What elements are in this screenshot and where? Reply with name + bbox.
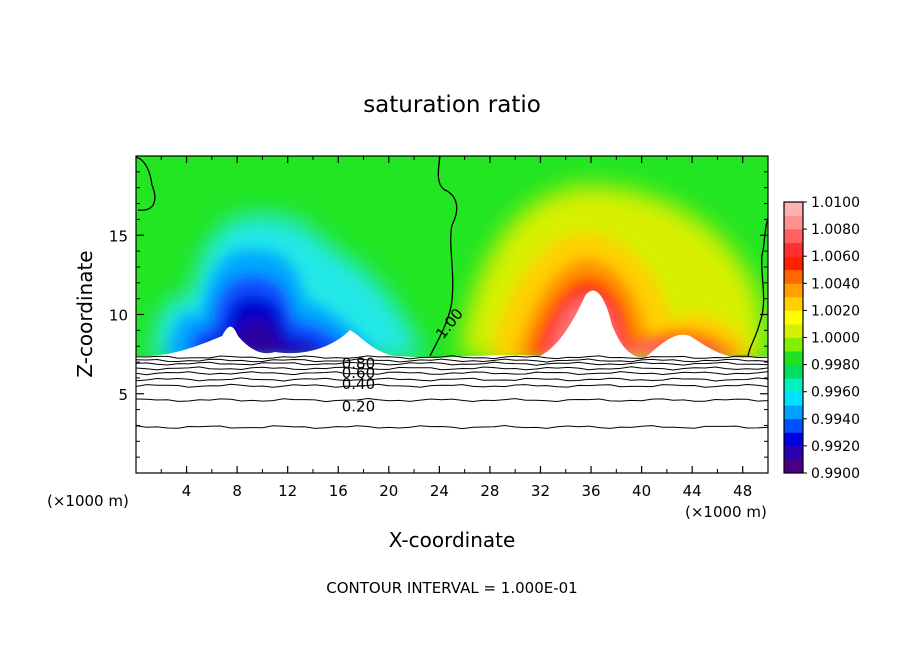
colorbar-swatch xyxy=(784,337,803,352)
chart-title: saturation ratio xyxy=(363,92,541,118)
colorbar-swatch xyxy=(784,242,803,257)
colorbar-swatch xyxy=(784,202,803,216)
upper-contour-lines xyxy=(136,156,768,357)
contour-line xyxy=(136,383,768,388)
x-axis-label: X-coordinate xyxy=(389,528,516,552)
colorbar-label: 0.9940 xyxy=(811,412,860,428)
x-tick-label: 12 xyxy=(278,482,297,500)
colorbar-swatch xyxy=(784,256,803,271)
contour-label: 0.80 xyxy=(342,355,375,373)
colorbar-label: 0.9900 xyxy=(811,466,860,482)
colorbar-swatch xyxy=(784,323,803,338)
x-axis-unit-right: (×1000 m) xyxy=(685,503,767,521)
plot-area xyxy=(136,156,768,473)
contour-label: 0.60 xyxy=(342,364,375,382)
colorbar: 1.0100 1.0080 1.0060 1.0040 1.0020 1.0000 0.99… xyxy=(783,195,860,482)
contour-labels: 1.000.800.600.400.20 xyxy=(342,305,467,416)
x-axis: 4 8 12 16 20 24 28 32 36 40 44 48 xyxy=(160,156,752,500)
x-tick-label: 4 xyxy=(182,482,192,500)
contour-label: 0.40 xyxy=(342,375,375,393)
colorbar-label: 1.0000 xyxy=(811,331,860,347)
colorbar-swatch xyxy=(784,351,803,365)
colorbar-label: 1.0080 xyxy=(811,222,860,238)
y-tick-label: 5 xyxy=(118,386,128,404)
y-axis-label: Z-coordinate xyxy=(73,250,97,377)
colorbar-swatch xyxy=(784,432,803,447)
colorbar-label: 0.9920 xyxy=(811,439,860,455)
colorbar-label: 1.0060 xyxy=(811,249,860,265)
x-tick-label: 8 xyxy=(232,482,242,500)
x-axis-unit-left: (×1000 m) xyxy=(47,492,129,510)
colorbar-swatch xyxy=(784,269,803,284)
y-tick-label: 10 xyxy=(109,307,128,325)
contour-line xyxy=(136,361,768,366)
contour-line xyxy=(136,358,768,363)
contour-line xyxy=(136,377,768,382)
x-tick-label: 24 xyxy=(430,482,449,500)
colorbar-swatch xyxy=(784,459,803,474)
y-axis: 5 10 15 xyxy=(109,171,768,458)
x-tick-label: 32 xyxy=(531,482,550,500)
x-tick-label: 48 xyxy=(733,482,752,500)
colorbar-swatch xyxy=(784,229,803,244)
x-tick-label: 16 xyxy=(329,482,348,500)
colorbar-label: 1.0020 xyxy=(811,303,860,319)
colorbar-swatch xyxy=(784,445,803,460)
colorbar-label: 0.9980 xyxy=(811,358,860,374)
colorbar-label: 1.0100 xyxy=(811,195,860,211)
x-tick-label: 36 xyxy=(581,482,600,500)
contour-line xyxy=(136,424,768,430)
colorbar-swatch xyxy=(784,296,803,311)
colorbar-label: 0.9960 xyxy=(811,385,860,401)
contour-line xyxy=(136,355,768,360)
y-tick-label: 15 xyxy=(109,227,128,245)
x-tick-label: 28 xyxy=(480,482,499,500)
colorbar-swatch xyxy=(784,405,803,420)
colorbar-swatch xyxy=(784,378,803,393)
colorbar-swatch xyxy=(784,283,803,298)
contour-line xyxy=(136,366,768,371)
contour-label: 0.20 xyxy=(342,397,375,415)
colorbar-swatch xyxy=(784,215,803,230)
x-tick-label: 40 xyxy=(632,482,651,500)
x-tick-label: 44 xyxy=(683,482,702,500)
colorbar-swatch xyxy=(784,310,803,325)
contour-line xyxy=(136,397,768,403)
x-tick-label: 20 xyxy=(379,482,398,500)
colorbar-swatch xyxy=(784,391,803,406)
lower-contour-lines xyxy=(136,355,768,430)
contour-interval-footer: CONTOUR INTERVAL = 1.000E-01 xyxy=(326,579,577,597)
colorbar-label: 1.0040 xyxy=(811,276,860,292)
contour-line xyxy=(136,371,768,376)
colorbar-swatch xyxy=(784,418,803,433)
colorbar-swatch xyxy=(784,364,803,379)
